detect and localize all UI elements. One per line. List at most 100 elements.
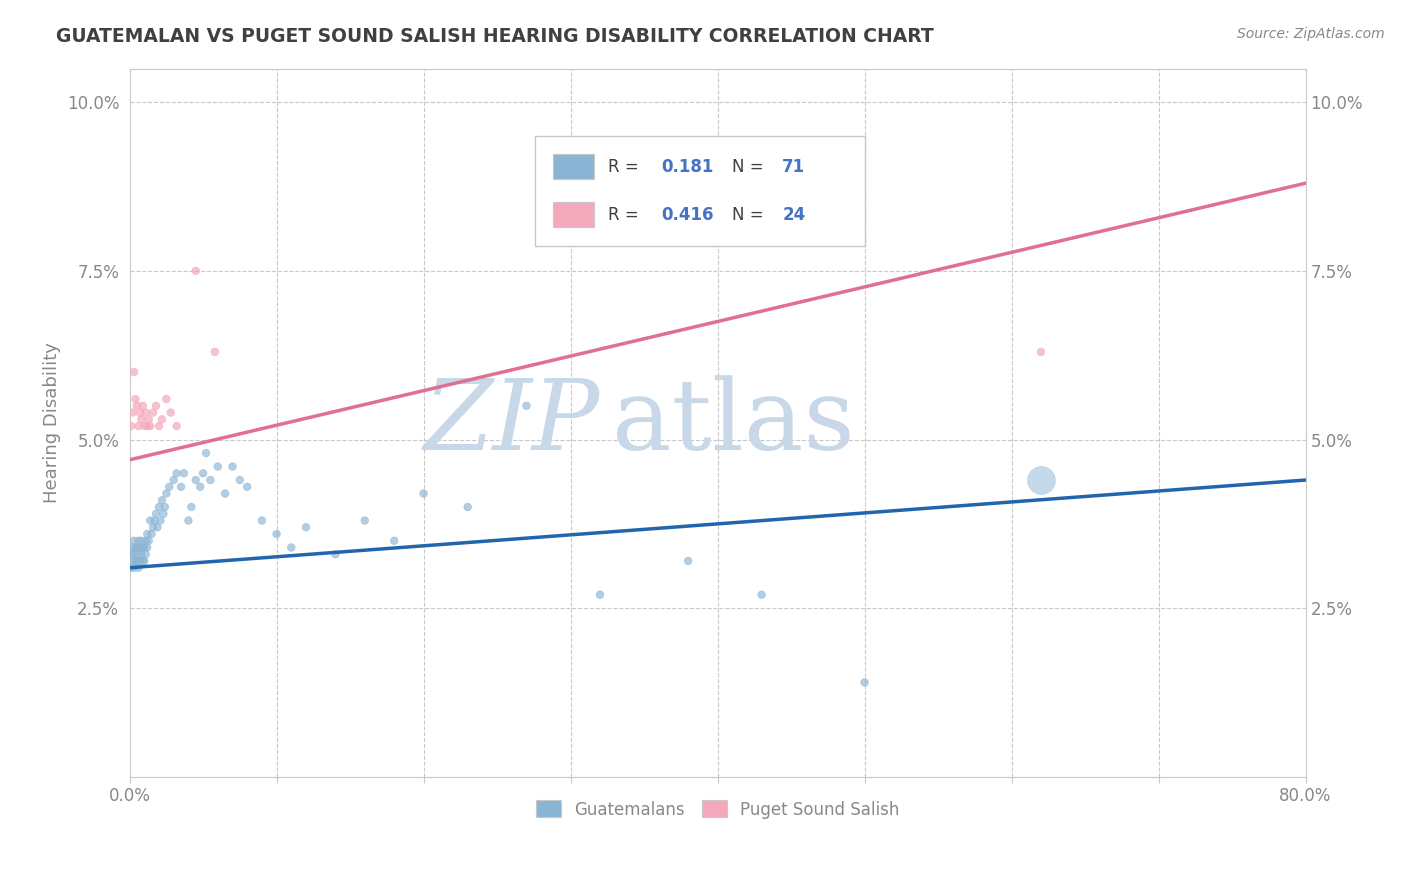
Point	[142, 406, 165, 420]
Point	[134, 541, 156, 555]
Point	[121, 554, 143, 568]
Point	[457, 500, 479, 514]
Text: R =: R =	[609, 206, 644, 224]
Point	[135, 547, 157, 561]
Point	[155, 486, 177, 500]
Point	[132, 554, 155, 568]
Point	[138, 533, 160, 548]
FancyBboxPatch shape	[553, 154, 595, 179]
Text: N =: N =	[731, 158, 769, 176]
Point	[143, 514, 166, 528]
Point	[295, 520, 318, 534]
Point	[177, 514, 200, 528]
Point	[125, 554, 148, 568]
Point	[127, 533, 149, 548]
Point	[124, 392, 146, 406]
Point	[229, 473, 252, 487]
Text: atlas: atlas	[612, 375, 855, 471]
Text: GUATEMALAN VS PUGET SOUND SALISH HEARING DISABILITY CORRELATION CHART: GUATEMALAN VS PUGET SOUND SALISH HEARING…	[56, 27, 934, 45]
Point	[121, 406, 143, 420]
Point	[214, 486, 236, 500]
Point	[128, 406, 150, 420]
Point	[122, 560, 145, 574]
Point	[589, 588, 612, 602]
Legend: Guatemalans, Puget Sound Salish: Guatemalans, Puget Sound Salish	[529, 794, 905, 825]
FancyBboxPatch shape	[553, 202, 595, 227]
Point	[125, 399, 148, 413]
Text: 24: 24	[782, 206, 806, 224]
Point	[188, 480, 211, 494]
Point	[121, 541, 143, 555]
Point	[157, 480, 180, 494]
Point	[132, 399, 155, 413]
Text: 71: 71	[782, 158, 806, 176]
Point	[127, 560, 149, 574]
Point	[153, 500, 176, 514]
Point	[191, 467, 214, 481]
Text: Source: ZipAtlas.com: Source: ZipAtlas.com	[1237, 27, 1385, 41]
Point	[128, 554, 150, 568]
Point	[136, 419, 159, 434]
Point	[120, 560, 142, 574]
Text: 0.416: 0.416	[661, 206, 714, 224]
Point	[125, 541, 148, 555]
Point	[184, 264, 207, 278]
Point	[146, 520, 169, 534]
Point	[122, 533, 145, 548]
Point	[163, 473, 186, 487]
Point	[150, 412, 173, 426]
Point	[131, 547, 153, 561]
Point	[131, 533, 153, 548]
Point	[148, 500, 170, 514]
Point	[120, 419, 142, 434]
Point	[412, 486, 434, 500]
Point	[155, 392, 177, 406]
Point	[124, 554, 146, 568]
Point	[136, 527, 159, 541]
Point	[135, 406, 157, 420]
Point	[170, 480, 193, 494]
Point	[236, 480, 259, 494]
Point	[221, 459, 243, 474]
Point	[134, 419, 156, 434]
Point	[136, 541, 159, 555]
Point	[751, 588, 773, 602]
Point	[128, 541, 150, 555]
Point	[152, 507, 174, 521]
Point	[515, 399, 537, 413]
Point	[280, 541, 302, 555]
Point	[200, 473, 222, 487]
Point	[353, 514, 375, 528]
Point	[149, 514, 172, 528]
Point	[266, 527, 288, 541]
Point	[132, 541, 155, 555]
Point	[159, 406, 181, 420]
Point	[207, 459, 229, 474]
Point	[142, 520, 165, 534]
Point	[195, 446, 218, 460]
Text: R =: R =	[609, 158, 644, 176]
Point	[325, 547, 347, 561]
Point	[124, 541, 146, 555]
Point	[166, 467, 188, 481]
Point	[135, 533, 157, 548]
Point	[166, 419, 188, 434]
Text: N =: N =	[731, 206, 769, 224]
Point	[1029, 344, 1052, 359]
Point	[145, 507, 167, 521]
Point	[145, 399, 167, 413]
Point	[148, 419, 170, 434]
Point	[139, 419, 162, 434]
Point	[127, 547, 149, 561]
Point	[122, 547, 145, 561]
Point	[204, 344, 226, 359]
Point	[127, 419, 149, 434]
Point	[180, 500, 202, 514]
Point	[382, 533, 405, 548]
Point	[141, 527, 163, 541]
FancyBboxPatch shape	[536, 136, 865, 245]
Point	[173, 467, 195, 481]
Y-axis label: Hearing Disability: Hearing Disability	[44, 343, 60, 503]
Point	[1029, 473, 1052, 487]
Point	[131, 412, 153, 426]
